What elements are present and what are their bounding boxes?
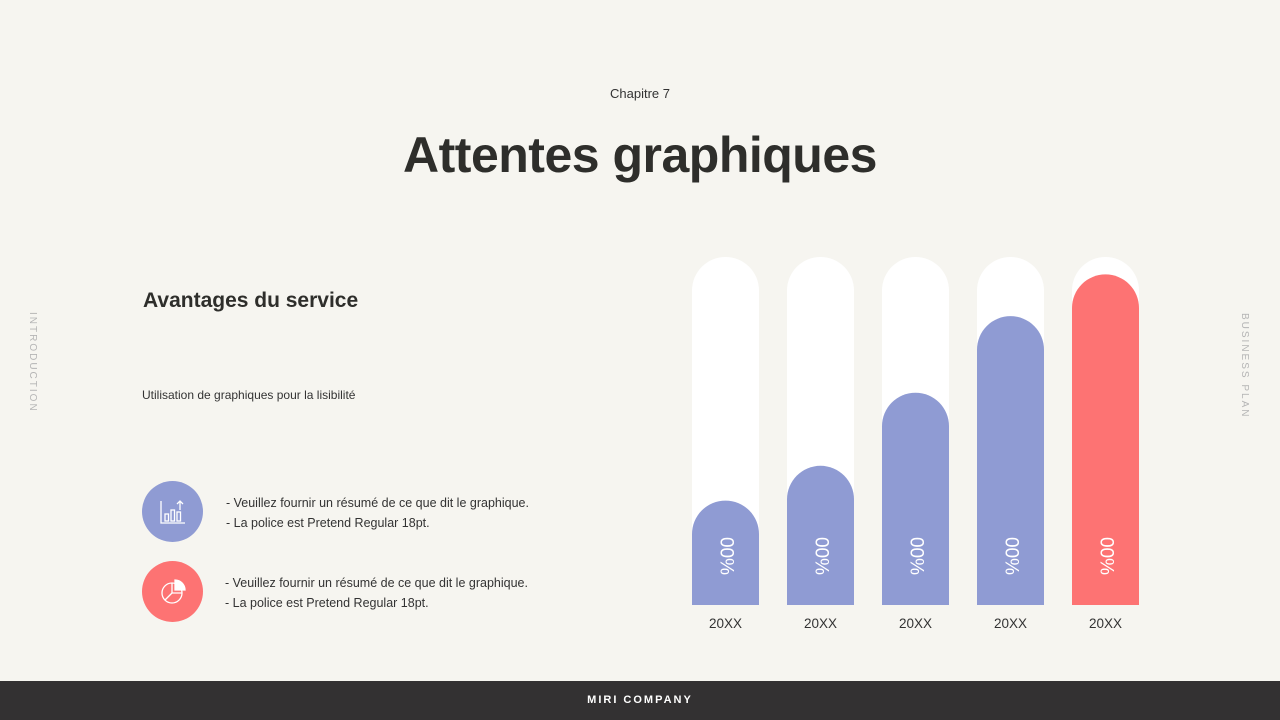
bullet-row-1: - Veuillez fournir un résumé de ce que d… — [142, 481, 662, 543]
bullet-line: - La police est Pretend Regular 18pt. — [225, 596, 429, 610]
bar — [977, 316, 1044, 605]
side-label-left: INTRODUCTION — [27, 312, 38, 413]
category-label: 20XX — [804, 616, 837, 631]
bar — [787, 465, 854, 605]
bar-data-label: 00% — [1095, 537, 1116, 575]
pie-chart-icon — [142, 561, 203, 622]
bar — [692, 500, 759, 605]
footer-company: MIRI COMPANY — [0, 681, 1280, 720]
bar-data-label: 00% — [905, 537, 926, 575]
category-label: 20XX — [709, 616, 742, 631]
bar — [1072, 274, 1139, 605]
bar — [882, 392, 949, 605]
side-label-right: BUSINESS PLAN — [1239, 313, 1250, 419]
category-label: 20XX — [994, 616, 1027, 631]
bullet-text-2: - Veuillez fournir un résumé de ce que d… — [225, 573, 528, 613]
bullet-row-2: - Veuillez fournir un résumé de ce que d… — [142, 561, 662, 623]
category-label: 20XX — [899, 616, 932, 631]
bar-data-label: 00% — [715, 537, 736, 575]
section-subtitle: Utilisation de graphiques pour la lisibi… — [142, 388, 356, 402]
bar-data-label: 00% — [810, 537, 831, 575]
bullet-line: - Veuillez fournir un résumé de ce que d… — [225, 576, 528, 590]
bullet-line: - La police est Pretend Regular 18pt. — [226, 516, 430, 530]
bullet-line: - Veuillez fournir un résumé de ce que d… — [226, 496, 529, 510]
bar-data-label: 00% — [1000, 537, 1021, 575]
bar-chart-icon — [142, 481, 203, 542]
chapter-label: Chapitre 7 — [610, 86, 670, 101]
section-title: Avantages du service — [143, 289, 359, 312]
category-label: 20XX — [1089, 616, 1122, 631]
page-title: Attentes graphiques — [403, 127, 877, 183]
bullet-text-1: - Veuillez fournir un résumé de ce que d… — [226, 493, 529, 533]
